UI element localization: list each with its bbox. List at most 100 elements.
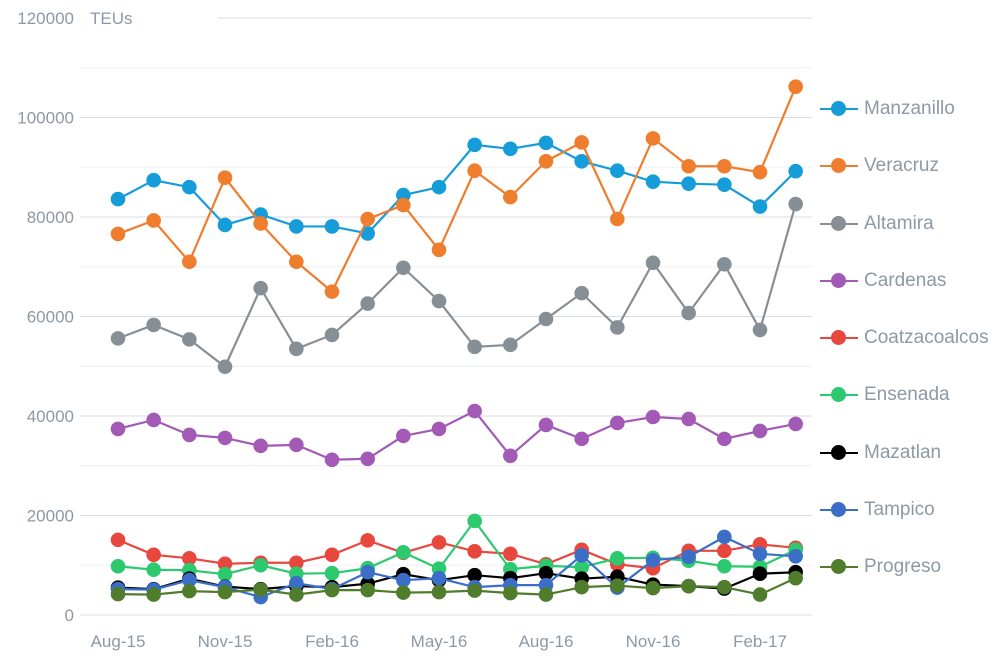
data-point [431, 570, 447, 586]
y-axis-tick-label: 60000 [27, 308, 74, 327]
data-point [110, 226, 126, 242]
data-point [360, 211, 375, 227]
legend-label: Coatzacoalcos [864, 327, 989, 348]
data-point [217, 170, 233, 185]
data-point [289, 219, 304, 234]
data-point [752, 587, 768, 602]
data-point [324, 582, 340, 598]
data-point [324, 547, 340, 563]
data-point [681, 158, 696, 174]
data-point [574, 153, 589, 169]
data-point [788, 79, 803, 94]
data-point [681, 578, 696, 594]
data-point [681, 549, 696, 565]
data-point [717, 579, 732, 595]
legend-dot [831, 501, 846, 517]
data-point [503, 337, 518, 353]
y-axis-unit-label: TEUs [90, 9, 133, 28]
data-point [110, 532, 126, 548]
data-point [431, 421, 447, 437]
data-point [110, 586, 126, 602]
legend-label: Cardenas [864, 269, 947, 291]
data-point [110, 331, 126, 346]
legend-label: Tampico [864, 498, 935, 520]
data-point [717, 558, 732, 574]
data-point [610, 578, 625, 593]
data-point [645, 552, 661, 568]
data-point [396, 260, 411, 276]
data-point [289, 575, 304, 591]
data-point [538, 417, 554, 433]
data-point [110, 558, 126, 574]
data-point [217, 430, 233, 446]
data-point [538, 311, 554, 327]
data-point [182, 550, 197, 566]
y-axis-tick-label: 20000 [27, 507, 74, 526]
data-point [681, 305, 696, 321]
data-point [503, 189, 518, 205]
legend-dot [831, 444, 846, 460]
legend-dot [831, 158, 846, 174]
data-point [182, 332, 197, 347]
data-point [182, 583, 197, 599]
data-point [324, 284, 340, 299]
data-point [467, 583, 482, 598]
data-point [610, 550, 625, 566]
data-point [538, 135, 554, 151]
data-point [645, 255, 661, 271]
data-point [467, 544, 482, 559]
legend-label: Ensenada [864, 384, 950, 406]
data-point [217, 566, 233, 582]
data-point [788, 570, 803, 586]
data-point [289, 341, 304, 357]
data-point [717, 177, 732, 192]
data-point [360, 582, 375, 598]
y-axis-tick-label: 100000 [17, 109, 74, 128]
data-point [467, 339, 482, 355]
legend-dot [831, 559, 846, 574]
data-point [788, 548, 803, 564]
data-point [610, 320, 625, 335]
data-point [752, 423, 768, 439]
legend-label: Progreso [864, 556, 942, 577]
data-point [289, 587, 304, 602]
data-point [645, 580, 661, 596]
data-point [467, 513, 482, 529]
data-point [146, 562, 161, 578]
y-axis-tick-label: 120000 [17, 9, 74, 28]
data-point [752, 164, 768, 180]
data-point [717, 543, 732, 559]
legend-dot [831, 272, 846, 288]
data-point [717, 431, 732, 447]
x-axis-tick-label: Feb-17 [733, 632, 787, 651]
data-point [431, 242, 447, 258]
data-point [645, 131, 661, 146]
data-point [324, 452, 340, 468]
x-axis-tick-label: May-16 [411, 632, 468, 651]
data-point [538, 587, 554, 602]
data-point [396, 545, 411, 560]
legend-dot [831, 387, 846, 403]
data-point [146, 317, 161, 333]
data-point [289, 254, 304, 270]
data-point [360, 296, 375, 311]
data-point [396, 428, 411, 444]
data-point [324, 565, 340, 581]
data-point [788, 163, 803, 179]
x-axis-tick-label: Feb-16 [305, 632, 359, 651]
x-axis-tick-label: Aug-15 [91, 632, 146, 651]
data-point [538, 565, 554, 581]
legend-label: Altamira [864, 212, 934, 234]
data-point [324, 219, 340, 234]
legend-label: Mazatlan [864, 441, 942, 463]
data-point [610, 415, 625, 431]
data-point [538, 153, 554, 169]
data-point [146, 172, 161, 188]
data-point [182, 427, 197, 443]
y-axis-tick-label: 0 [65, 606, 74, 625]
data-point [253, 438, 268, 454]
data-point [717, 256, 732, 272]
data-point [146, 547, 161, 563]
data-point [752, 199, 768, 214]
